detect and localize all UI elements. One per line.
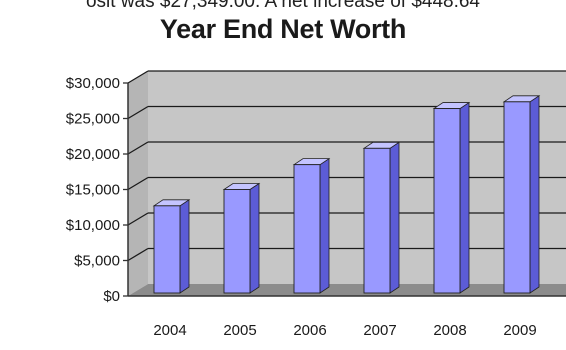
gridline-side: [127, 212, 149, 226]
bar-2005: [223, 189, 251, 294]
bar-2004: [153, 205, 181, 294]
y-tick-label: $0: [103, 288, 120, 305]
y-tick-label: $20,000: [66, 146, 120, 163]
bar-side: [179, 199, 190, 294]
bar-2008: [433, 108, 461, 294]
gridline-side: [127, 247, 149, 262]
x-tick-label: 2005: [223, 322, 256, 339]
chart-floor: [128, 284, 566, 296]
bar-side: [459, 101, 470, 294]
x-tick-label: 2007: [363, 322, 396, 339]
x-tick-label: 2004: [153, 322, 186, 339]
x-tick-label: 2008: [433, 322, 466, 339]
bar-side: [529, 95, 540, 294]
bar-side: [249, 182, 260, 294]
gridline-side: [127, 105, 149, 120]
chart-title: Year End Net Worth: [159, 14, 407, 44]
y-tick-label: $5,000: [74, 253, 120, 270]
bar-2007: [363, 147, 391, 294]
y-tick-label: $15,000: [66, 182, 120, 199]
y-tick-label: $10,000: [66, 217, 120, 234]
gridline-side: [127, 70, 149, 84]
bar-side: [319, 157, 330, 294]
bar-2009: [503, 101, 531, 294]
x-tick-label: 2009: [503, 322, 536, 339]
bar-2006: [293, 164, 321, 294]
cropped-caption-text: osit was $27,349.00. A net increase of $…: [85, 0, 480, 12]
bar-side: [389, 141, 400, 294]
x-tick-label: 2006: [293, 322, 326, 339]
y-tick-label: $30,000: [66, 75, 120, 92]
gridline-side: [127, 176, 149, 191]
y-tick-label: $25,000: [66, 111, 120, 128]
gridline-side: [127, 141, 149, 155]
